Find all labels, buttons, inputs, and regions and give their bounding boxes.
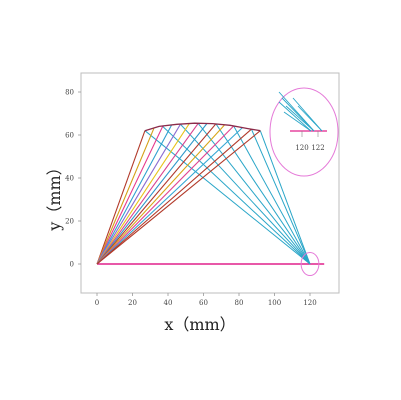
inset-ray — [283, 111, 312, 132]
origin-ray — [96, 123, 199, 265]
x-tick-label: 120 — [303, 299, 316, 307]
origin-ray — [96, 128, 155, 265]
y-tick-label: 60 — [65, 132, 74, 140]
inset-ray — [278, 101, 312, 132]
plot-area — [96, 122, 325, 277]
y-tick-label: 80 — [65, 89, 74, 97]
origin-ray — [96, 125, 235, 265]
plot-frame — [80, 72, 340, 294]
x-tick-label: 0 — [95, 299, 99, 307]
inset-ray — [281, 97, 315, 132]
origin-ray — [96, 124, 226, 265]
x-tick-label: 40 — [164, 299, 173, 307]
x-axis-title: x（mm） — [164, 315, 235, 334]
target-ray — [197, 123, 311, 265]
origin-ray — [96, 130, 146, 265]
target-ray — [144, 130, 311, 265]
y-axis-title: y（mm） — [45, 159, 64, 231]
y-tick-label: 20 — [65, 218, 74, 226]
y-axis-ticks: 0 20 40 60 80 — [65, 89, 81, 269]
origin-ray — [96, 124, 173, 265]
x-tick-label: 80 — [235, 299, 244, 307]
target-ray — [180, 123, 311, 265]
x-tick-label: 100 — [268, 299, 281, 307]
inset-ray — [297, 105, 323, 132]
x-tick-label: 20 — [128, 299, 137, 307]
origin-ray — [96, 130, 261, 265]
inset-ray — [285, 105, 315, 132]
origin-ray — [96, 126, 164, 265]
inset-tick-label: 122 — [311, 144, 324, 152]
origin-ray — [96, 128, 252, 265]
target-ray — [250, 128, 311, 265]
zoom-circle — [300, 251, 320, 277]
origin-ray — [96, 123, 217, 265]
origin-ray — [96, 123, 181, 265]
x-axis-ticks: 0 20 40 60 80 100 120 — [95, 293, 317, 307]
inset-ellipse — [269, 87, 339, 177]
origin-ray — [96, 127, 243, 265]
origin-ray — [96, 123, 190, 265]
inset-tick-label: 120 — [295, 144, 308, 152]
outer-arc — [144, 122, 261, 132]
target-ray — [259, 130, 311, 265]
x-tick-label: 60 — [199, 299, 208, 307]
target-ray — [233, 125, 311, 265]
y-tick-label: 0 — [70, 261, 74, 269]
zoom-inset: 120 122 — [269, 87, 339, 177]
y-tick-label: 40 — [65, 175, 74, 183]
origin-ray — [96, 123, 208, 265]
